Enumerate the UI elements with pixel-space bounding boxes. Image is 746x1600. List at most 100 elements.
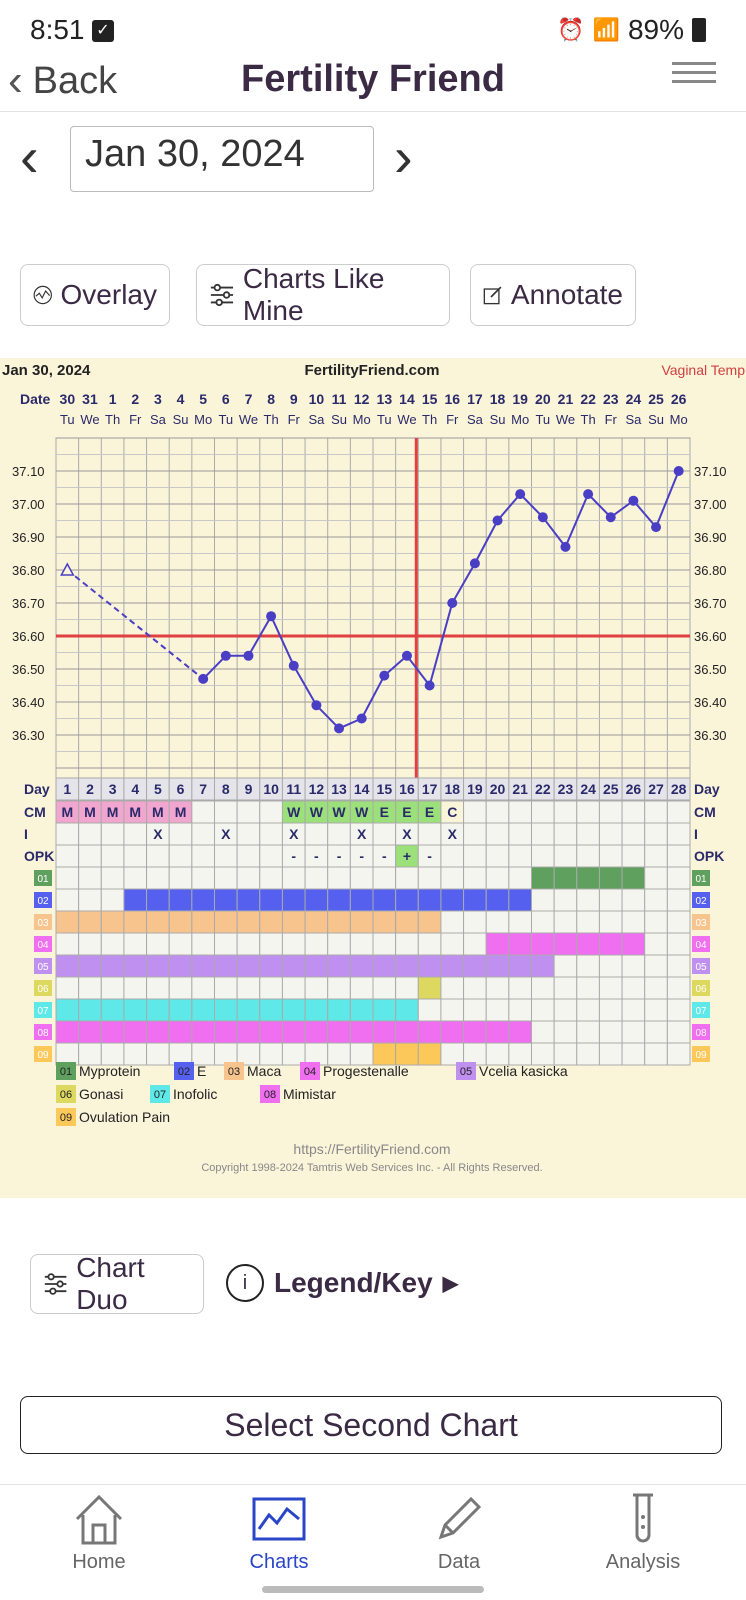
weekday-label: Fr [605,412,618,427]
data-cell [440,844,465,868]
data-cell-text: E [425,804,434,820]
temp-line-segment [360,675,386,719]
supplement-cell [281,866,306,890]
temp-point [583,489,594,500]
legend-key-button[interactable]: i Legend/Key ▶ [226,1264,458,1302]
supplement-cell [214,998,238,1022]
weekday-label: Mo [511,412,529,427]
previous-date-button[interactable]: ‹ [20,125,39,188]
supplement-cell [666,888,691,912]
supplement-cell [168,1020,193,1044]
supplement-cell [236,976,261,1000]
supplement-code-badge-left [34,892,52,908]
row-label-right: OPK [694,848,724,864]
supplement-code-left: 04 [37,940,49,951]
tab-charts[interactable]: Charts [186,1491,372,1574]
date-field[interactable]: Jan 30, 2024 [70,126,374,192]
data-cell [259,822,283,846]
data-cell-text: 14 [354,781,370,797]
supplement-cell [440,932,465,956]
annotate-button[interactable]: Annotate [470,264,636,326]
supplement-cell [531,976,555,1000]
supplement-code-left: 07 [37,1006,49,1017]
data-cell-text: 4 [131,781,139,797]
y-tick-right: 36.70 [694,596,727,611]
data-cell-text: M [129,804,141,820]
legend-name: Progestenalle [323,1063,409,1079]
supplement-cell [508,998,533,1022]
supplement-cell [508,910,533,934]
row-label-right: Day [694,781,720,797]
supplement-cell [395,866,419,890]
overlay-label: Overlay [60,279,157,310]
date-label: 13 [377,391,393,407]
y-tick-right: 37.00 [694,497,727,512]
supplement-cell [259,1042,283,1066]
supplement-cell [395,888,419,912]
date-label: 14 [399,391,415,407]
data-cell-text: 27 [648,781,664,797]
date-label: 25 [648,391,664,407]
date-label: 24 [626,391,642,407]
supplement-cell [531,910,555,934]
supplement-cell [576,888,600,912]
date-label: 22 [580,391,596,407]
weekday-label: We [556,412,575,427]
legend-badge [456,1062,476,1080]
data-cell-text: W [310,804,324,820]
supplement-cell [372,1042,397,1066]
supplement-cell [281,998,306,1022]
footer-url: https://FertilityFriend.com [293,1141,450,1157]
legend-code: 03 [228,1066,240,1078]
date-label: 2 [131,391,139,407]
data-cell-text: 5 [154,781,162,797]
data-cell [304,822,329,846]
weekday-label: Sa [467,412,484,427]
supplement-cell [304,998,329,1022]
back-button[interactable]: ‹ Back [8,56,117,106]
temp-point [424,680,435,691]
overlay-button[interactable]: Overlay [20,264,170,326]
supplement-cell [349,976,374,1000]
hamburger-menu-icon[interactable] [672,56,716,86]
supplement-cell [553,866,578,890]
y-tick-left: 36.60 [12,629,45,644]
data-cell [146,844,170,868]
supplement-cell [485,932,510,956]
app-header: ‹ Back Fertility Friend [0,56,746,112]
select-second-chart-button[interactable]: Select Second Chart [20,1396,722,1454]
bbt-chart-svg: Jan 30, 2024 FertilityFriend.com Vaginal T… [2,362,745,1174]
tab-home[interactable]: Home [6,1491,192,1574]
y-tick-right: 36.30 [694,728,727,743]
supplement-cell [304,954,329,978]
supplement-cell [281,888,306,912]
data-cell [666,844,691,868]
supplement-code-left: 09 [37,1050,49,1061]
battery-percent: 89% [627,14,684,45]
data-cell-text: W [355,804,369,820]
chart-duo-button[interactable]: Chart Duo [30,1252,204,1315]
next-date-button[interactable]: › [394,125,413,188]
tab-analysis[interactable]: Analysis [550,1491,736,1574]
supplement-code-left: 02 [37,896,49,907]
legend-badge [56,1085,76,1103]
supplement-cell [236,888,261,912]
supplement-cell [78,910,102,934]
supplement-code-badge-right [692,914,710,930]
supplement-cell [644,954,668,978]
supplement-cell [168,888,193,912]
temp-line-segment [383,655,408,677]
supplement-cell [553,976,578,1000]
supplement-cell [146,910,170,934]
temp-point [401,650,412,661]
y-tick-right: 36.90 [694,530,727,545]
tab-data[interactable]: Data [366,1491,552,1574]
supplement-cell [508,888,533,912]
y-tick-left: 36.30 [12,728,45,743]
supplement-cell [485,1042,510,1066]
data-cell [576,844,600,868]
supplement-cell [576,998,600,1022]
data-cell-text: 15 [377,781,393,797]
supplement-cell [553,954,578,978]
charts-like-mine-button[interactable]: Charts Like Mine [196,263,450,326]
